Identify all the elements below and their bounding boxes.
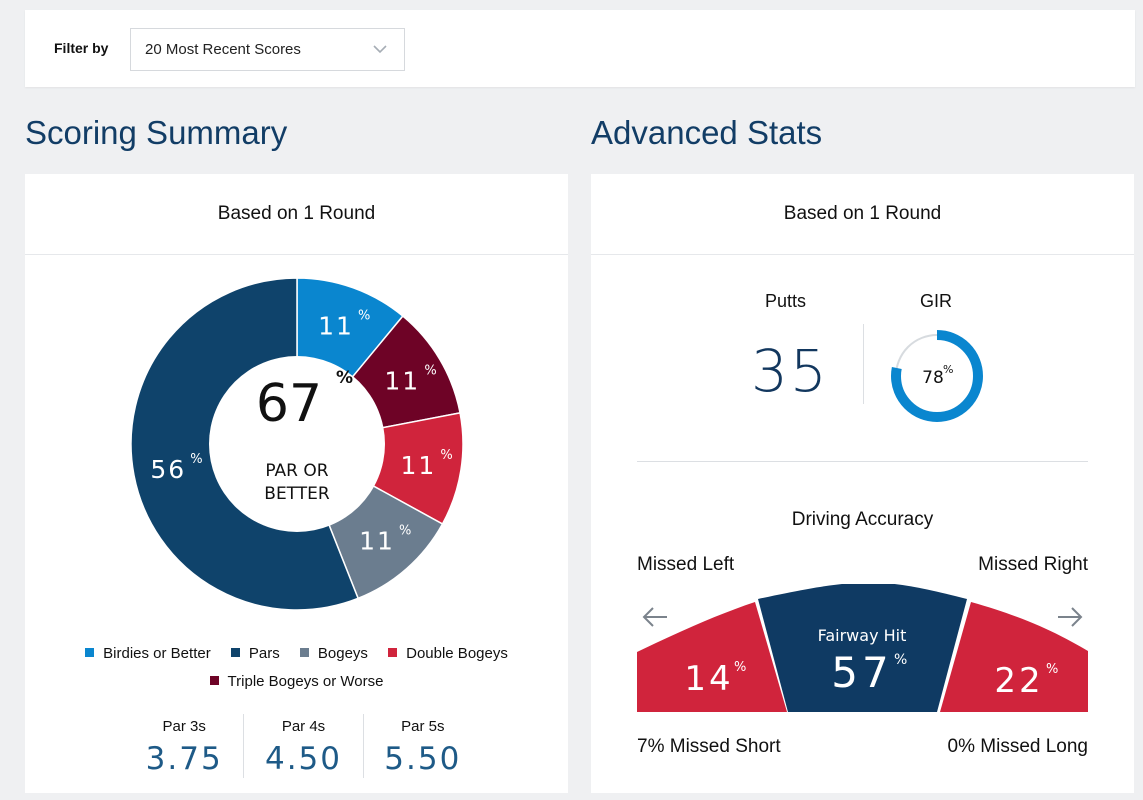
donut-slice-unit: % [440, 448, 452, 463]
gir-value: 78 [922, 368, 944, 388]
legend-swatch [299, 648, 309, 657]
donut-slice-unit: % [358, 309, 370, 324]
putts-label: Putts [765, 291, 807, 311]
fairway-hit-label: Fairway Hit [818, 626, 907, 645]
missed-left-segment [637, 602, 787, 712]
chevron-down-icon [373, 45, 387, 54]
par-label: Par 3s [162, 718, 206, 735]
advanced-card-header: Based on 1 Round [591, 174, 1134, 255]
missed-left-label: Missed Left [637, 554, 735, 575]
stat-divider [863, 324, 864, 404]
putts-value: 35 [751, 337, 829, 405]
missed-short-stat: 7% Missed Short [637, 736, 781, 757]
missed-right-segment [940, 602, 1088, 712]
fairway-hit-value: 57 [831, 648, 892, 697]
par-4-average: Par 4s 4.50 [243, 714, 362, 778]
gir-label: GIR [920, 291, 953, 311]
par-value: 4.50 [264, 741, 342, 777]
advanced-stats-card: Based on 1 Round Putts 35 GIR 78 % Drivi… [591, 174, 1134, 793]
arrow-right-icon [1058, 607, 1083, 627]
scoring-donut-chart: 11 %11 %11 %11 %56% 67 % PAR OR BETTER [130, 277, 464, 611]
advanced-stats-title: Advanced Stats [591, 114, 823, 151]
gir-unit: % [943, 363, 953, 376]
legend-swatch [209, 676, 219, 685]
legend-item-bogeys: Bogeys [299, 640, 368, 668]
missed-right-label: Missed Right [978, 554, 1088, 575]
legend-item-birdies: Birdies or Better [85, 640, 211, 668]
par-averages: Par 3s 3.75 Par 4s 4.50 Par 5s 5.50 [125, 714, 482, 778]
driving-accuracy-chart: 14 % Fairway Hit 57 % 22 % [637, 584, 1088, 712]
gir-ring-chart: 78 % [891, 330, 983, 422]
legend-item-double-bogeys: Double Bogeys [388, 640, 508, 668]
par-value: 5.50 [384, 741, 462, 777]
center-label-line1: PAR OR [265, 461, 328, 481]
filter-bar: Filter by 20 Most Recent Scores [25, 10, 1135, 87]
fairway-hit-segment [758, 584, 967, 712]
donut-slice-label: 56 [150, 455, 186, 484]
scoring-card-header: Based on 1 Round [25, 174, 568, 255]
gir-ring-progress [891, 330, 983, 422]
donut-slice-label: 11 [384, 366, 420, 395]
par-value: 3.75 [145, 741, 223, 777]
donut-slice-label: 11 [359, 526, 395, 555]
donut-slice-label: 11 [401, 451, 437, 480]
par-3-average: Par 3s 3.75 [125, 714, 243, 778]
donut-hole [209, 356, 385, 532]
missed-right-value: 22 [994, 661, 1043, 701]
scoring-summary-card: Based on 1 Round 11% 11% 11% 11% 56% 67 % PA… [25, 174, 568, 793]
donut-slice-unit: % [399, 523, 411, 538]
donut-slice-unit: % [424, 363, 436, 378]
missed-left-value: 14 [684, 659, 733, 699]
legend-item-triple-bogeys: Triple Bogeys or Worse [209, 668, 383, 696]
legend-swatch [85, 648, 95, 657]
scoring-legend: Birdies or Better Pars Bogeys Double Bog… [25, 640, 568, 696]
legend-item-pars: Pars [230, 640, 280, 668]
fairway-hit-unit: % [894, 652, 907, 668]
donut-slice-unit: % [190, 452, 202, 467]
missed-long-stat: 0% Missed Long [947, 736, 1088, 757]
par-label: Par 5s [401, 718, 445, 735]
filter-dropdown[interactable]: 20 Most Recent Scores [130, 28, 405, 71]
par-label: Par 4s [281, 718, 326, 735]
center-percent-value: 67 [256, 374, 322, 434]
donut-slice-label: 11 [318, 312, 354, 341]
legend-swatch [388, 648, 398, 657]
missed-left-unit: % [734, 660, 746, 675]
par-5-average: Par 5s 5.50 [362, 714, 482, 778]
arrow-left-icon [642, 607, 667, 627]
filter-selected-value: 20 Most Recent Scores [145, 41, 301, 58]
legend-swatch [230, 648, 240, 657]
center-label-line2: BETTER [264, 484, 330, 504]
filter-label: Filter by [54, 40, 109, 56]
missed-right-unit: % [1046, 662, 1058, 677]
center-percent-unit: % [336, 368, 353, 388]
section-divider [637, 461, 1088, 462]
scoring-summary-title: Scoring Summary [25, 114, 288, 151]
driving-accuracy-title: Driving Accuracy [791, 509, 934, 530]
